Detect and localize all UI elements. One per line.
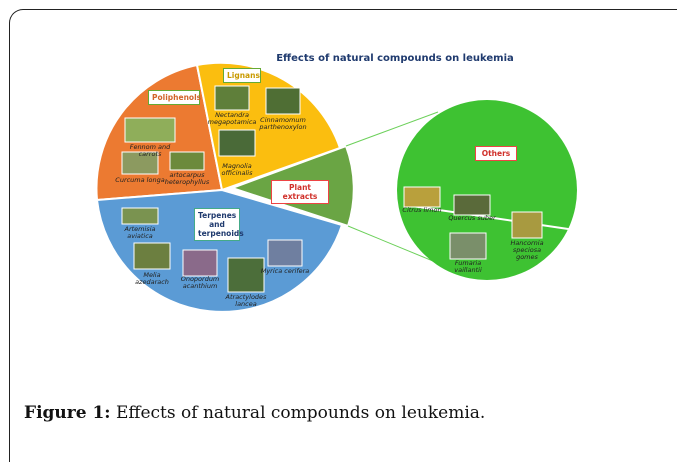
plant-label: Curcuma longa [114,177,166,184]
plant-label: Melia azedarach [126,272,178,286]
plant-photo [125,118,175,142]
plant-label: Onopordum acanthium [174,276,226,290]
category-label: Lignans [223,68,261,83]
category-label: Poliphenols [148,90,200,105]
plant-photo [266,88,300,114]
plant-label: Fennom and carrots [124,144,176,158]
plant-label: artocarpus heterophyllus [161,172,213,186]
plant-label: Quercus suber [446,215,498,222]
plant-photo [512,212,542,238]
plant-label: Atractylodes lancea [220,294,272,308]
plant-photo [228,258,264,292]
plant-label: Citrus limon [396,207,448,214]
plant-photo [215,86,249,110]
plant-label: Magnolia officinalis [211,163,263,177]
plant-photo [134,243,170,269]
caption-text: Effects of natural compounds on leukemia… [116,403,485,423]
caption-label: Figure 1: [24,403,111,423]
plant-photo [450,233,486,259]
diagram-title: Effects of natural compounds on leukemia [270,53,520,64]
plant-photo [454,195,490,215]
plant-label: Cinnamomum parthenoxylon [257,117,309,131]
category-label: Plant extracts [271,180,329,204]
plant-label: Artemisia aviatica [114,226,166,240]
category-label: Others [475,146,517,161]
diagram [0,0,677,462]
plant-label: Hancornia speciosa gomes [501,240,553,261]
plant-photo [404,187,440,207]
figure: Effects of natural compounds on leukemia… [0,0,677,462]
plant-label: Myrica cerifera [259,268,311,275]
category-label: Terpenes and terpenoids [194,208,240,241]
plant-label: Nectandra megapotamica [206,112,258,126]
plant-photo [268,240,302,266]
plant-label: Fumaria vaillantii [442,260,494,274]
plant-photo [122,208,158,224]
caption: Figure 1: Effects of natural compounds o… [24,403,485,423]
plant-photo [183,250,217,276]
plant-photo [219,130,255,156]
